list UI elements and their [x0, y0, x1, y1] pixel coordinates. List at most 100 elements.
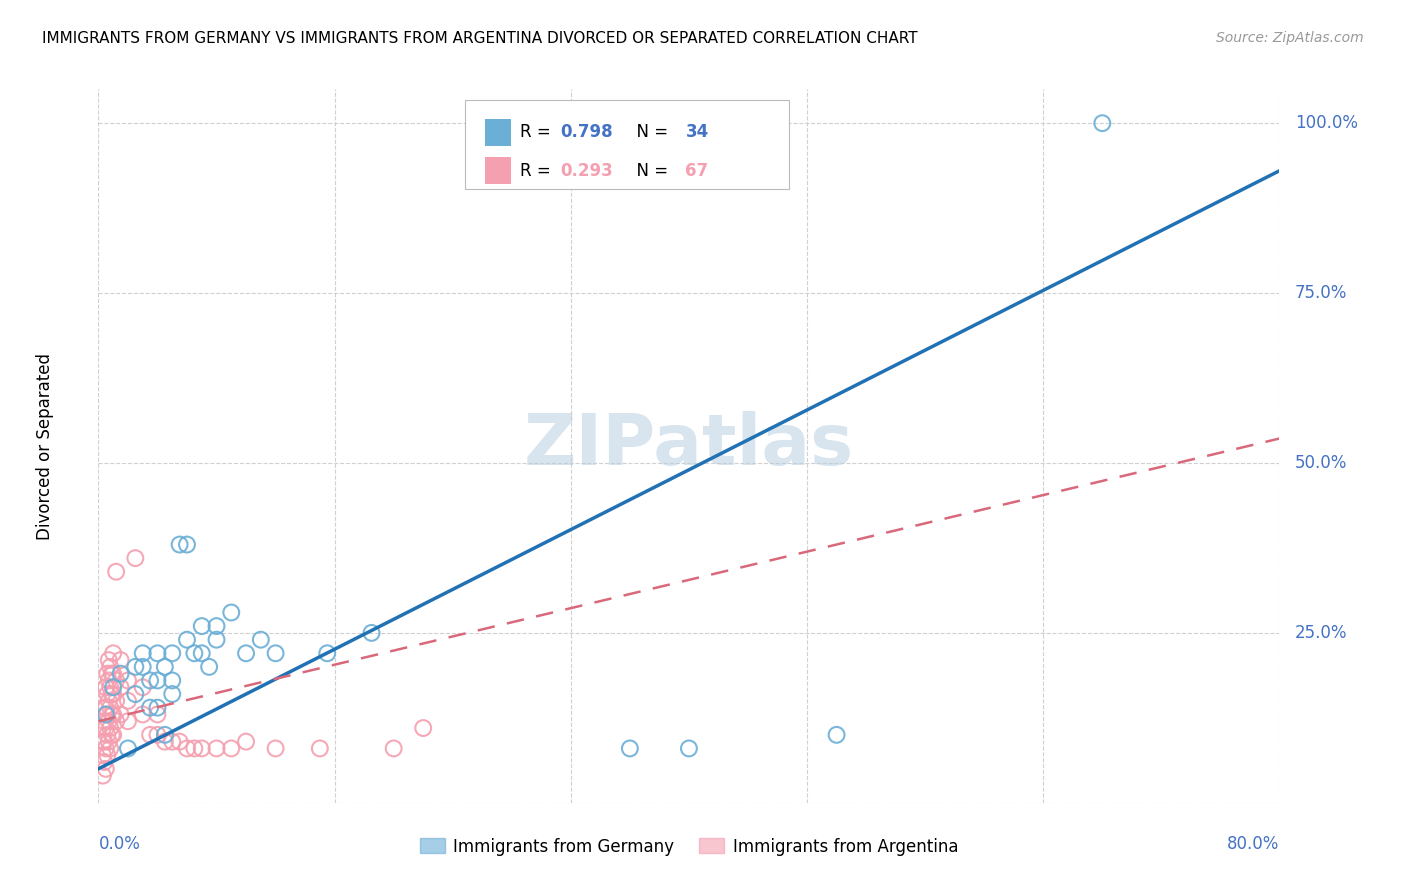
Point: [117, 741, 139, 756]
Point: [139, 673, 162, 688]
Point: [94, 762, 117, 776]
Point: [103, 666, 125, 681]
Point: [103, 680, 125, 694]
Point: [97, 653, 120, 667]
Point: [176, 632, 198, 647]
Text: 34: 34: [685, 123, 709, 141]
Point: [132, 707, 155, 722]
Point: [183, 646, 205, 660]
Text: N =: N =: [626, 123, 673, 141]
FancyBboxPatch shape: [464, 100, 789, 189]
Point: [97, 694, 120, 708]
Point: [183, 741, 205, 756]
Point: [103, 687, 125, 701]
Text: R =: R =: [520, 161, 555, 180]
Point: [176, 741, 198, 756]
Point: [1091, 116, 1114, 130]
Point: [316, 646, 339, 660]
Point: [100, 666, 122, 681]
Point: [139, 700, 162, 714]
Point: [235, 734, 257, 748]
Bar: [485, 157, 510, 185]
Point: [162, 646, 183, 660]
Point: [103, 646, 125, 660]
Point: [153, 660, 176, 674]
Point: [205, 632, 228, 647]
Point: [146, 700, 169, 714]
Point: [191, 741, 214, 756]
Point: [132, 646, 155, 660]
Text: ZIPatlas: ZIPatlas: [524, 411, 853, 481]
Point: [264, 741, 287, 756]
Point: [103, 707, 125, 722]
Point: [117, 714, 139, 729]
Point: [105, 694, 128, 708]
Point: [162, 734, 183, 748]
Point: [235, 646, 257, 660]
Point: [146, 646, 169, 660]
Point: [191, 619, 214, 633]
Point: [382, 741, 405, 756]
Point: [678, 741, 700, 756]
Point: [94, 721, 117, 735]
Point: [117, 694, 139, 708]
Point: [219, 741, 242, 756]
Text: 0.0%: 0.0%: [98, 835, 141, 853]
Point: [153, 728, 176, 742]
Point: [146, 673, 169, 688]
Point: [94, 700, 117, 714]
Point: [139, 728, 162, 742]
Point: [96, 707, 118, 722]
Point: [825, 728, 848, 742]
Point: [94, 707, 117, 722]
Point: [96, 666, 118, 681]
Point: [100, 687, 122, 701]
Point: [309, 741, 332, 756]
Point: [93, 700, 115, 714]
Point: [205, 741, 228, 756]
Point: [91, 748, 114, 763]
Text: IMMIGRANTS FROM GERMANY VS IMMIGRANTS FROM ARGENTINA DIVORCED OR SEPARATED CORRE: IMMIGRANTS FROM GERMANY VS IMMIGRANTS FR…: [42, 31, 918, 46]
Point: [100, 728, 122, 742]
Point: [146, 728, 169, 742]
Text: Source: ZipAtlas.com: Source: ZipAtlas.com: [1216, 31, 1364, 45]
Text: 0.293: 0.293: [560, 161, 613, 180]
Point: [91, 734, 114, 748]
Text: 100.0%: 100.0%: [1295, 114, 1358, 132]
Point: [94, 741, 117, 756]
Point: [94, 680, 117, 694]
Point: [97, 714, 120, 729]
Point: [110, 680, 132, 694]
Point: [124, 687, 146, 701]
Point: [153, 734, 176, 748]
Point: [96, 687, 118, 701]
Point: [412, 721, 434, 735]
Point: [110, 653, 132, 667]
Point: [91, 721, 114, 735]
Point: [110, 666, 132, 681]
Text: 80.0%: 80.0%: [1227, 835, 1279, 853]
Point: [146, 707, 169, 722]
Text: 50.0%: 50.0%: [1295, 454, 1347, 472]
Point: [93, 755, 115, 769]
Point: [100, 707, 122, 722]
Point: [360, 626, 382, 640]
Point: [96, 748, 118, 763]
Legend: Immigrants from Germany, Immigrants from Argentina: Immigrants from Germany, Immigrants from…: [413, 831, 965, 863]
Point: [103, 728, 125, 742]
Point: [91, 769, 114, 783]
Point: [93, 734, 115, 748]
Point: [97, 734, 120, 748]
Point: [162, 673, 183, 688]
Text: 67: 67: [685, 161, 709, 180]
Point: [169, 537, 191, 551]
Text: 25.0%: 25.0%: [1295, 624, 1347, 642]
Point: [98, 741, 121, 756]
Text: 0.798: 0.798: [560, 123, 613, 141]
Point: [105, 565, 128, 579]
Point: [117, 673, 139, 688]
Point: [97, 673, 120, 688]
Bar: [485, 119, 510, 145]
Point: [98, 680, 121, 694]
Point: [176, 537, 198, 551]
